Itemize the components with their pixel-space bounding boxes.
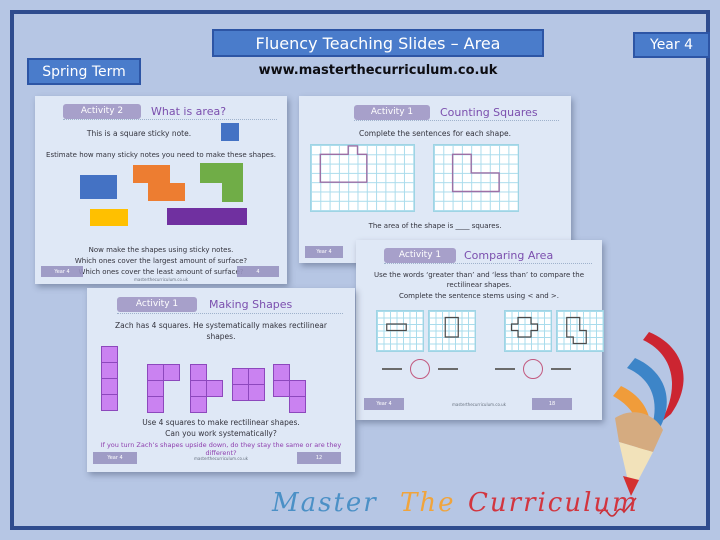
activity-pill: Activity 1 — [117, 297, 197, 312]
slide-what-is-area: Activity 2 What is area? This is a squar… — [35, 96, 287, 284]
largest-question: Which ones cover the largest amount of s… — [74, 257, 248, 265]
footer-page-number: 4 — [237, 266, 279, 277]
task-text: Use 4 squares to make rectilinear shapes… — [142, 418, 300, 427]
page-title-text: Fluency Teaching Slides – Area — [255, 33, 501, 53]
squares-grid-left — [310, 144, 415, 212]
intro-text: This is a square sticky note. — [86, 129, 192, 138]
footer-year-badge: Year 4 — [93, 452, 137, 464]
answer-line — [438, 368, 458, 370]
squares-grid-right — [433, 144, 519, 212]
horizontal-rectangle-outline — [386, 323, 407, 332]
green-l-shape — [200, 163, 243, 202]
make-text: Now make the shapes using sticky notes. — [88, 246, 234, 254]
plus-shape-outline — [510, 316, 539, 338]
vertical-rectangle-outline — [444, 316, 459, 338]
footer-year-badge: Year 4 — [41, 266, 83, 277]
compare-grid-2 — [428, 310, 476, 352]
term-badge-text: Spring Term — [42, 63, 126, 80]
orange-z-shape — [133, 165, 185, 201]
title-divider — [354, 120, 559, 121]
pencil-squiggle-line — [599, 497, 637, 517]
year-badge: Year 4 — [633, 32, 710, 58]
rectilinear-shape-outline — [319, 145, 368, 183]
slide-title: Making Shapes — [209, 298, 293, 311]
footer-year-badge: Year 4 — [364, 398, 404, 410]
activity-pill: Activity 1 — [384, 248, 456, 263]
instruction-text: Complete the sentences for each shape. — [358, 129, 512, 138]
page-frame-border — [10, 10, 710, 530]
compare-grid-3 — [504, 310, 552, 352]
logo-word-master: Master — [272, 488, 378, 518]
task-text: Can you work systematically? — [165, 429, 277, 438]
i-tetromino — [101, 346, 118, 411]
year-badge-text: Year 4 — [650, 37, 693, 53]
s-tetromino — [273, 364, 306, 413]
t-tetromino — [190, 364, 223, 413]
footer-year-badge: Year 4 — [305, 246, 343, 258]
intro-text: Zach has 4 squares. He systematically ma… — [115, 321, 327, 330]
purple-rectangle-shape — [167, 208, 247, 225]
term-badge: Spring Term — [27, 58, 141, 85]
footer-url: masterthecurriculum.co.uk — [134, 277, 188, 282]
comparison-symbol-circle — [523, 359, 543, 379]
answer-line — [551, 368, 571, 370]
instruction-text: rectilinear shapes. — [446, 281, 512, 289]
logo-word-curriculum: Curriculum — [468, 488, 639, 518]
intro-text: shapes. — [206, 332, 236, 341]
estimate-text: Estimate how many sticky notes you need … — [46, 151, 276, 159]
challenge-text: If you turn Zach’s shapes upside down, d… — [100, 441, 342, 457]
activity-pill: Activity 1 — [354, 105, 430, 120]
footer-url: masterthecurriculum.co.uk — [194, 456, 248, 461]
footer-url: masterthecurriculum.co.uk — [452, 402, 506, 407]
slide-comparing-area: Activity 1 Comparing Area Use the words … — [356, 240, 604, 420]
page-title: Fluency Teaching Slides – Area — [212, 29, 544, 57]
answer-line — [495, 368, 515, 370]
logo-word-the: The — [400, 488, 456, 518]
blue-sticky-note-square — [221, 123, 239, 141]
title-divider — [384, 263, 592, 264]
blue-rectangle-shape — [80, 175, 117, 199]
slide-counting-squares: Activity 1 Counting Squares Complete the… — [299, 96, 571, 263]
footer-page-number: 12 — [297, 452, 341, 464]
website-url: www.masterthecurriculum.co.uk — [258, 63, 498, 78]
instruction-text: Complete the sentence stems using < and … — [398, 292, 560, 300]
rectilinear-shape-outline — [451, 153, 500, 193]
yellow-rectangle-shape — [90, 209, 128, 226]
pencil-flame-logo-icon — [613, 332, 684, 496]
sentence-stem: The area of the shape is ____ squares. — [368, 222, 502, 230]
instruction-text: Use the words ‘greater than’ and ‘less t… — [373, 271, 585, 279]
o-tetromino — [232, 368, 265, 401]
compare-grid-4 — [556, 310, 604, 352]
title-divider — [63, 119, 277, 120]
step-shape-outline — [566, 316, 587, 345]
compare-grid-1 — [376, 310, 424, 352]
slide-title: What is area? — [151, 105, 227, 118]
footer-page-number: 18 — [532, 398, 572, 410]
title-divider — [117, 313, 343, 314]
slide-making-shapes: Activity 1 Making Shapes Zach has 4 squa… — [87, 288, 355, 472]
least-question: Which ones cover the least amount of sur… — [78, 268, 244, 276]
comparison-symbol-circle — [410, 359, 430, 379]
activity-pill: Activity 2 — [63, 104, 141, 119]
slide-title: Comparing Area — [464, 249, 554, 262]
slide-title: Counting Squares — [440, 106, 538, 119]
j-tetromino — [147, 364, 180, 413]
answer-line — [382, 368, 402, 370]
